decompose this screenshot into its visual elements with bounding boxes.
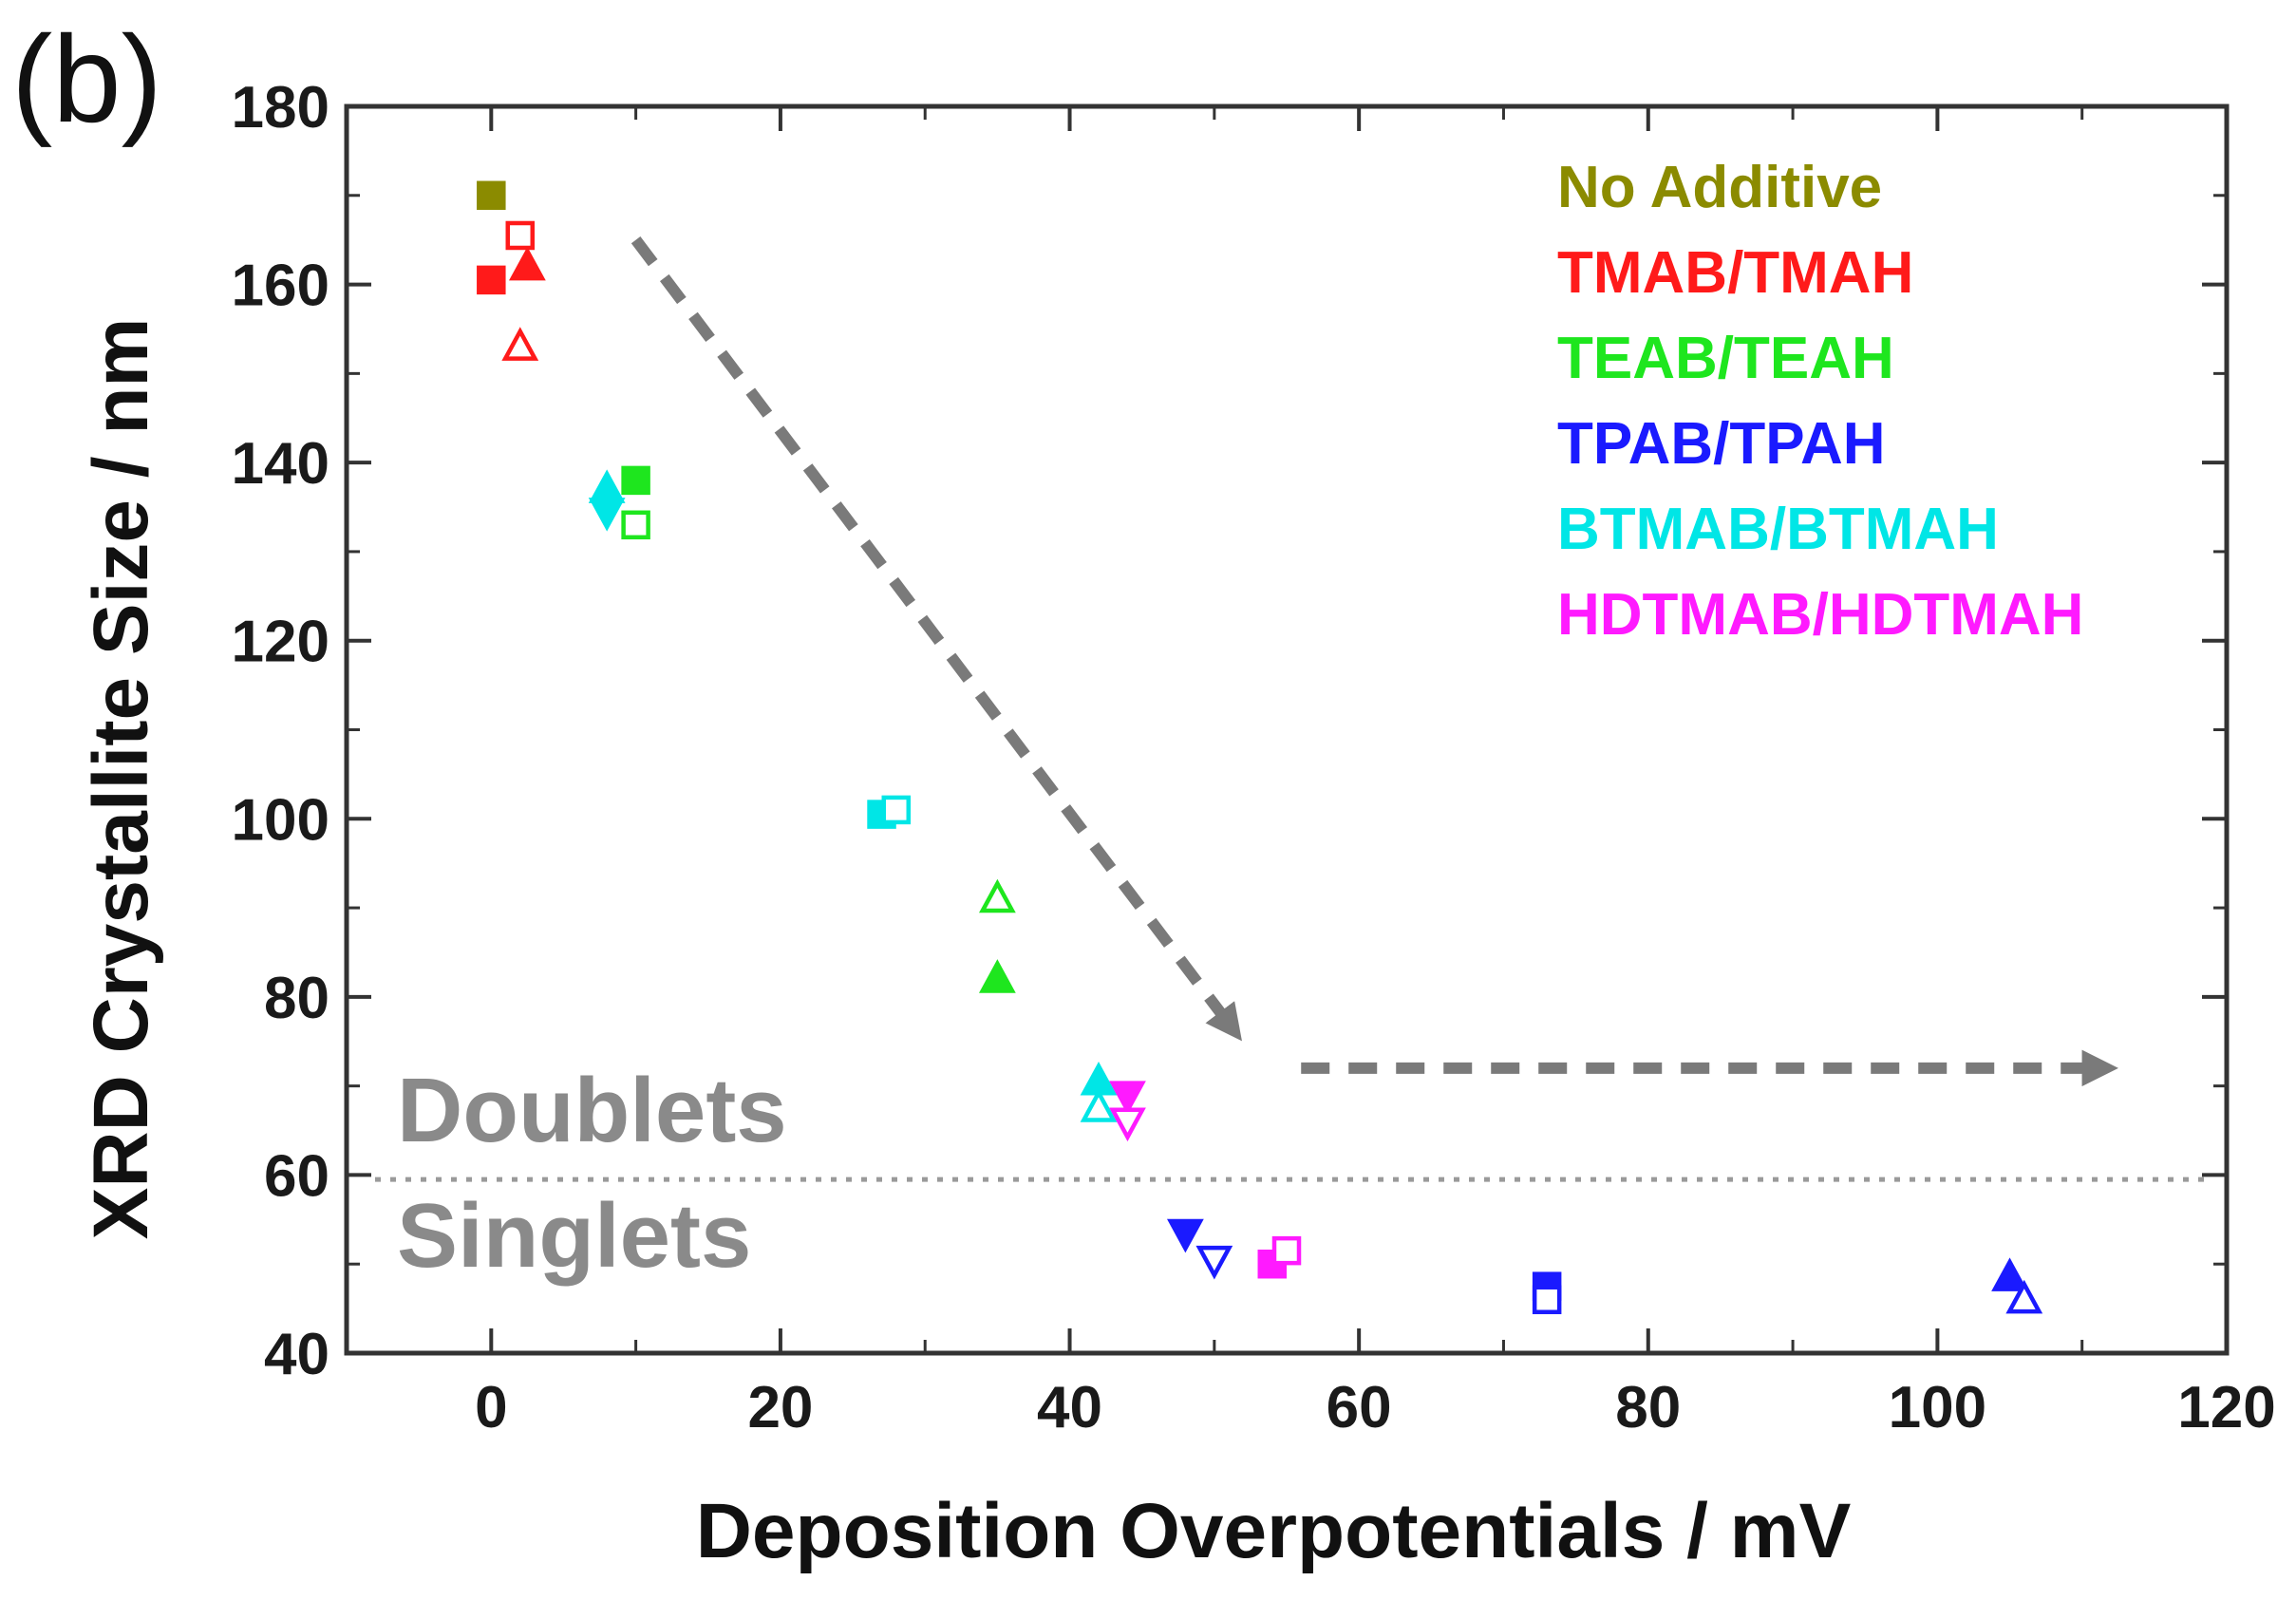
legend-entry-tpab-tpah: TPAB/TPAH [1557,411,1886,477]
trend-arrows [630,236,2118,1087]
legend-entry-hdtmab-hdtmah: HDTMAB/HDTMAH [1557,582,2083,648]
x-tick-label: 20 [747,1375,813,1440]
legend-entry-no-additive: No Additive [1557,155,1882,220]
panel-label: (b) [11,9,162,148]
x-tick-label: 80 [1615,1375,1681,1440]
doublets-label: Doublets [397,1060,787,1161]
point-tpab-tpah [2005,1279,2043,1314]
point-hdtmab-hdtmah [1109,1081,1146,1115]
y-axis-title: XRD Crystallite Size / nm [78,318,164,1240]
y-tick-label: 120 [232,610,329,675]
point-no-additive [477,180,506,211]
plot-frame [344,104,2230,1356]
x-tick-label: 120 [2177,1375,2275,1440]
point-tmab-tmah [477,265,506,295]
y-tick-label: 160 [232,254,329,319]
y-tick-label: 180 [232,75,329,141]
point-tpab-tpah [1532,1285,1562,1314]
point-teab-teah [978,959,1016,993]
y-tick-label: 60 [264,1143,329,1209]
point-tpab-tpah [1991,1257,2028,1291]
y-tick-label: 140 [232,431,329,497]
x-tick-label: 0 [475,1375,507,1440]
point-tmab-tmah [501,327,539,361]
legend-entry-tmab-tmah: TMAB/TMAH [1557,240,1913,306]
point-hdtmab-hdtmah [1271,1235,1302,1266]
legend-entry-btmab-btmah: BTMAB/BTMAH [1557,497,1999,562]
point-btmab-btmah [588,469,626,503]
y-tick-label: 40 [264,1322,329,1387]
x-axis-title: Deposition Overpotentials / mV [696,1488,1852,1574]
point-btmab-btmah [588,498,626,532]
singlets-label: Singlets [397,1185,751,1287]
point-teab-teah [978,878,1016,913]
legend-entry-teab-teah: TEAB/TEAH [1557,326,1894,391]
point-tpab-tpah [1166,1218,1204,1253]
point-teab-teah [621,510,650,540]
point-btmab-btmah [1080,1088,1118,1122]
point-tpab-tpah [1195,1245,1233,1280]
axes: 0 20 40 60 80 100 120 40 60 80 100 120 140 160 180 [232,75,2276,1440]
x-tick-label: 40 [1037,1375,1102,1440]
y-tick-label: 80 [264,966,329,1031]
point-btmab-btmah [881,795,912,825]
data-points [477,180,2043,1314]
point-tmab-tmah [505,220,536,251]
trend-arrow [630,236,1242,1042]
point-teab-teah [621,465,650,496]
threshold-layer: Doublets Singlets [375,1060,2208,1287]
x-tick-label: 100 [1889,1375,1986,1440]
y-tick-label: 100 [232,787,329,853]
x-tick-label: 60 [1327,1375,1392,1440]
legend: No Additive TMAB/TMAH TEAB/TEAH TPAB/TPAH BT… [1557,155,2083,648]
point-tmab-tmah [508,246,546,281]
point-hdtmab-hdtmah [1109,1107,1146,1142]
